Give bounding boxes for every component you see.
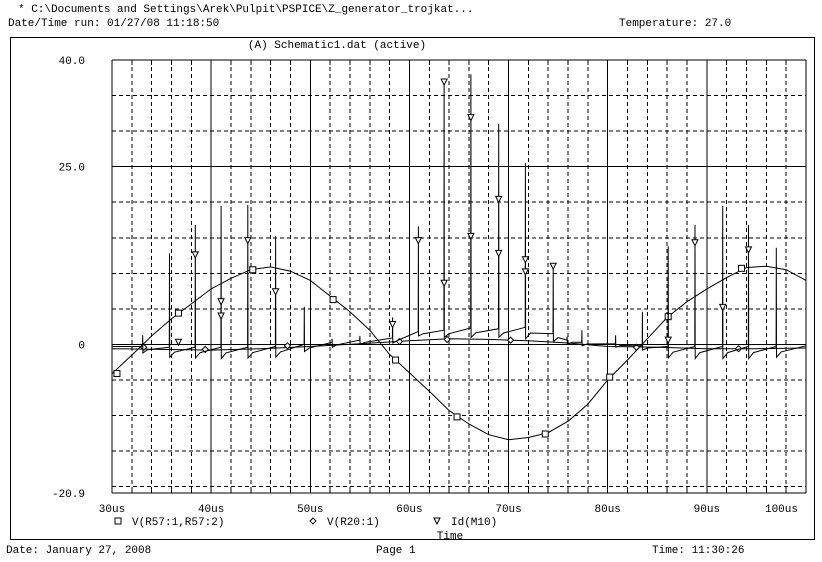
x-axis-label: Time: [437, 531, 463, 543]
series-marker-0: [249, 266, 257, 274]
footer-time: Time: 11:30:26: [652, 545, 745, 557]
series-marker-0: [453, 413, 461, 421]
legend-label-0: V(R57:1,R57:2): [132, 517, 224, 529]
series-marker-1: [443, 335, 451, 344]
series-marker-2: [549, 262, 557, 271]
series-marker-2: [521, 256, 530, 264]
series-marker-2: [414, 237, 423, 245]
x-tick-label: 100us: [765, 504, 798, 516]
chart-title: (A) Schematic1.dat (active): [248, 40, 426, 52]
series-marker-1: [734, 344, 743, 353]
y-tick-label: 25.0: [59, 163, 85, 175]
series-marker-2: [664, 336, 673, 345]
series-marker-2: [217, 298, 225, 306]
legend-marker-1: [309, 517, 317, 525]
series-marker-2: [521, 268, 530, 276]
x-tick-label: 50us: [297, 504, 323, 516]
series-marker-2: [718, 303, 727, 312]
plot-frame: [10, 37, 815, 540]
series-marker-1: [283, 342, 292, 350]
series-marker-1: [506, 336, 515, 344]
series-line-2: [112, 74, 807, 361]
footer-date: Date: January 27, 2008: [6, 545, 152, 557]
series-marker-0: [738, 264, 746, 272]
series-marker-2: [217, 312, 225, 321]
footer-page: Page 1: [376, 545, 416, 557]
series-marker-2: [271, 288, 280, 296]
series-marker-0: [174, 309, 182, 317]
legend-marker-2: [433, 517, 441, 526]
series-marker-0: [329, 296, 337, 304]
series-marker-2: [174, 338, 183, 347]
series-marker-2: [467, 232, 475, 241]
y-tick-label: -20.9: [52, 489, 85, 501]
series-marker-2: [244, 237, 252, 245]
series-marker-2: [388, 320, 397, 329]
series-marker-2: [191, 251, 200, 259]
y-tick-label: 40.0: [59, 56, 85, 68]
series-marker-2: [467, 114, 475, 122]
file-path: * C:\Documents and Settings\Arek\Pulpit\…: [18, 4, 474, 16]
run-datetime: Date/Time run: 01/27/08 11:18:50: [8, 18, 220, 30]
series-line-1: [111, 338, 807, 351]
series-marker-0: [113, 370, 121, 378]
series-marker-2: [744, 246, 753, 254]
series-marker-2: [494, 249, 503, 258]
series-marker-1: [201, 345, 209, 354]
series-marker-2: [691, 239, 699, 247]
series-marker-0: [541, 430, 549, 438]
series-marker-1: [632, 343, 641, 351]
x-tick-label: 30us: [99, 504, 125, 516]
series-marker-2: [494, 195, 503, 204]
legend-label-2: Id(M10): [451, 517, 497, 529]
series-marker-0: [606, 373, 614, 381]
legend-marker-0: [114, 517, 122, 525]
x-tick-label: 40us: [198, 504, 224, 516]
series-marker-0: [392, 356, 400, 364]
legend-label-1: V(R20:1): [327, 517, 380, 529]
temperature: Temperature: 27.0: [619, 18, 732, 30]
series-marker-2: [440, 78, 448, 87]
x-tick-label: 80us: [595, 504, 621, 516]
x-tick-label: 60us: [396, 504, 422, 516]
x-tick-label: 70us: [495, 504, 521, 516]
y-tick-label: 0: [78, 340, 85, 352]
series-marker-2: [440, 279, 448, 288]
x-tick-label: 90us: [694, 504, 720, 516]
